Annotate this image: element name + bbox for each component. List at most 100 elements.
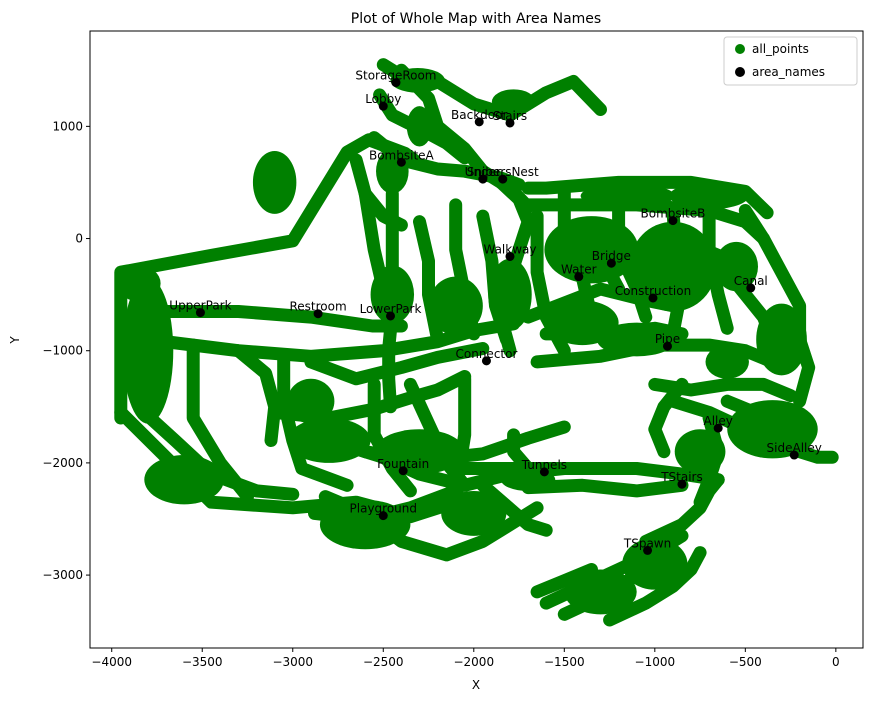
all-points-track-20: [449, 198, 481, 341]
area-marker-storageroom: [391, 78, 401, 88]
all-points-track-9: [304, 342, 490, 386]
legend-label-area-names: area_names: [752, 65, 825, 79]
legend: all_points area_names: [723, 36, 858, 86]
x-tick-label-6: −1000: [635, 655, 676, 669]
all-points-track-42: [729, 276, 788, 369]
all-points-track-44: [666, 394, 839, 464]
area-label-fountain: Fountain: [377, 457, 429, 471]
all-points-track-4: [141, 409, 300, 501]
area-label-bombsiteb: BombsiteB: [641, 207, 706, 221]
all-points-track-51: [557, 551, 671, 621]
x-tick-label-2: −3000: [272, 655, 313, 669]
x-tick-label-8: 0: [832, 655, 840, 669]
area-marker-alley: [713, 423, 723, 433]
area-label-tstairs: TStairs: [660, 470, 703, 484]
area-marker-stairs: [505, 118, 515, 128]
area-label-construction: Construction: [615, 284, 691, 298]
area-label-bombsitea: BombsiteA: [369, 148, 435, 162]
all-points-track-52: [530, 563, 598, 599]
area-label-under: Under: [465, 165, 501, 179]
all-points-track-11: [358, 420, 571, 468]
area-marker-tspawn: [643, 545, 653, 555]
all-points-track-47: [521, 478, 689, 498]
area-label-sidealley: SideAlley: [767, 441, 822, 455]
all-points-track-28: [476, 209, 513, 346]
area-marker-under: [478, 174, 488, 184]
area-label-bridge: Bridge: [592, 249, 631, 263]
y-axis-ticks: −3000 −2000 −1000 0 1000: [42, 119, 90, 582]
y-tick-label-0: −3000: [42, 568, 83, 582]
all-points-track-7: [277, 349, 354, 492]
all-points-track-49: [639, 473, 725, 548]
area-label-connector: Connector: [456, 347, 518, 361]
area-marker-water: [574, 272, 584, 282]
all-points-track-17: [476, 478, 553, 537]
all-points-track-16: [403, 377, 472, 492]
area-label-backdoor: Backdoor: [451, 108, 507, 122]
area-marker-backdoor: [474, 117, 484, 127]
y-tick-label-3: 0: [75, 232, 83, 246]
area-label-canal: Canal: [734, 274, 768, 288]
area-label-restroom: Restroom: [290, 300, 347, 314]
all-points-track-29: [521, 175, 774, 220]
area-marker-sidealley: [789, 450, 799, 460]
x-tick-label-1: −3500: [182, 655, 223, 669]
all-points-region-27: [252, 151, 297, 214]
x-tick-label-0: −4000: [91, 655, 132, 669]
legend-box: [723, 36, 858, 86]
area-marker-restroom: [313, 309, 323, 319]
all-points-track-38: [612, 204, 653, 324]
all-points-track-54: [648, 377, 689, 459]
area-label-upperpark: UpperPark: [169, 299, 231, 313]
y-tick-label-4: 1000: [52, 119, 83, 133]
area-label-playground: Playground: [350, 502, 417, 516]
all-points-track-6: [231, 344, 282, 447]
all-points-track-46: [458, 462, 725, 487]
area-marker-pipe: [662, 341, 672, 351]
all-points-track-3: [148, 305, 408, 333]
all-points-track-39: [666, 204, 685, 341]
area-label-lowerpark: LowerPark: [360, 302, 422, 316]
area-label-stairs: Stairs: [493, 109, 527, 123]
area-marker-tstairs: [677, 479, 687, 489]
all-points-track-48: [507, 428, 535, 475]
all-points-track-13: [308, 484, 463, 526]
area-marker-playground: [378, 511, 388, 521]
all-points-track-21: [358, 187, 390, 296]
all-points-track-35: [521, 282, 680, 324]
x-tick-label-7: −500: [729, 655, 762, 669]
area-marker-connector: [481, 356, 491, 366]
all-points-track-40: [702, 198, 734, 335]
all-points-track-41: [738, 204, 816, 408]
area-marker-lobby: [378, 101, 388, 111]
plot-data-layer: [114, 58, 839, 627]
area-marker-lowerpark: [386, 311, 396, 321]
all-points-track-19: [413, 215, 445, 346]
area-marker-walkway: [505, 251, 515, 261]
area-marker-canal: [746, 283, 756, 293]
area-label-alley: Alley: [703, 414, 732, 428]
all-points-track-14: [449, 372, 481, 532]
all-points-track-53: [603, 546, 707, 627]
all-points-track-50: [539, 529, 689, 610]
legend-marker-all-points: [735, 44, 745, 54]
legend-label-all-points: all_points: [752, 42, 809, 56]
x-tick-label-5: −1500: [544, 655, 585, 669]
all-points-track-1: [114, 405, 463, 524]
area-marker-fountain: [398, 466, 408, 476]
area-marker-bridge: [606, 258, 616, 268]
area-marker-tunnels: [539, 467, 549, 477]
area-marker-snipersnest: [498, 174, 508, 184]
all-points-track-25: [373, 88, 472, 165]
area-label-tunnels: Tunnels: [521, 458, 567, 472]
area-label-lobby: Lobby: [365, 92, 401, 106]
area-marker-upperpark: [195, 308, 205, 318]
all-points-track-26: [349, 153, 408, 232]
all-points-track-15: [367, 377, 417, 498]
area-label-pipe: Pipe: [655, 332, 680, 346]
all-points-track-37: [575, 232, 607, 341]
all-points-track-55: [720, 394, 788, 425]
plot-frame: [89, 30, 864, 649]
